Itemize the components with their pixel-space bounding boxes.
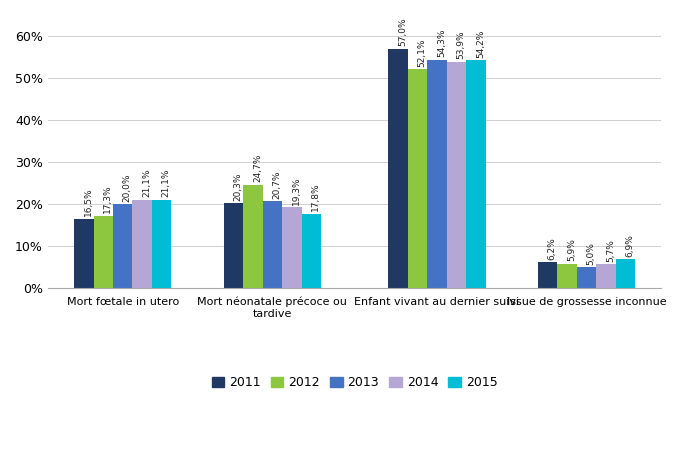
- Bar: [301, 213, 321, 289]
- Bar: [388, 48, 408, 289]
- Text: 17,3%: 17,3%: [103, 184, 112, 213]
- Text: 20,0%: 20,0%: [123, 173, 132, 202]
- Text: 52,1%: 52,1%: [417, 38, 426, 67]
- Bar: [596, 265, 616, 289]
- Bar: [616, 260, 635, 289]
- Bar: [466, 60, 486, 289]
- Text: 6,9%: 6,9%: [625, 234, 634, 257]
- Text: 16,5%: 16,5%: [84, 188, 93, 217]
- Text: 54,2%: 54,2%: [476, 29, 485, 58]
- Bar: [282, 207, 301, 289]
- Text: 53,9%: 53,9%: [457, 30, 466, 59]
- Bar: [446, 62, 466, 289]
- Text: 6,2%: 6,2%: [548, 237, 557, 260]
- Bar: [93, 216, 113, 289]
- Text: 17,8%: 17,8%: [311, 183, 320, 211]
- Text: 5,0%: 5,0%: [587, 242, 596, 265]
- Text: 20,7%: 20,7%: [272, 170, 281, 199]
- Text: 20,3%: 20,3%: [234, 172, 243, 201]
- Bar: [577, 267, 596, 289]
- Bar: [243, 184, 263, 289]
- Bar: [152, 200, 171, 289]
- Text: 24,7%: 24,7%: [253, 154, 262, 182]
- Legend: 2011, 2012, 2013, 2014, 2015: 2011, 2012, 2013, 2014, 2015: [207, 371, 502, 394]
- Bar: [558, 264, 577, 289]
- Text: 21,1%: 21,1%: [162, 169, 171, 197]
- Bar: [263, 201, 282, 289]
- Bar: [408, 69, 427, 289]
- Bar: [224, 203, 243, 289]
- Text: 5,7%: 5,7%: [606, 239, 615, 262]
- Text: 54,3%: 54,3%: [437, 29, 446, 58]
- Bar: [133, 200, 152, 289]
- Bar: [113, 204, 133, 289]
- Text: 5,9%: 5,9%: [567, 238, 576, 261]
- Bar: [74, 219, 93, 289]
- Bar: [427, 60, 446, 289]
- Text: 21,1%: 21,1%: [142, 169, 151, 197]
- Text: 19,3%: 19,3%: [292, 176, 301, 205]
- Text: 57,0%: 57,0%: [398, 18, 407, 46]
- Bar: [538, 262, 558, 289]
